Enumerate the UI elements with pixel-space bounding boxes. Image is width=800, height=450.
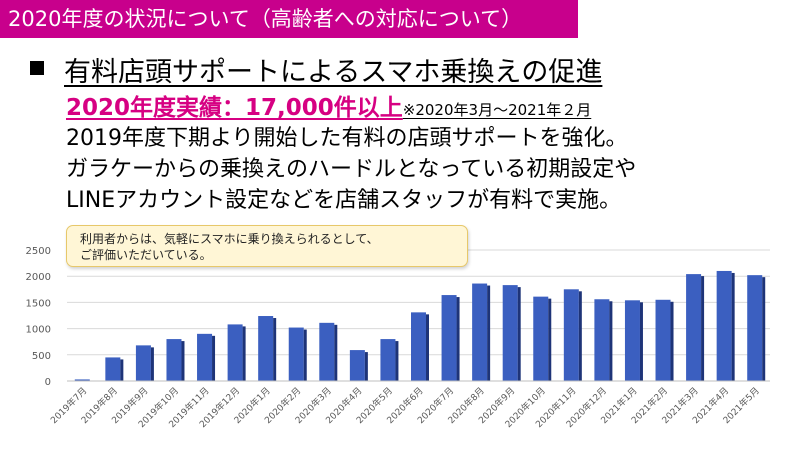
y-tick-label: 1000 <box>26 325 51 336</box>
bar <box>349 350 365 381</box>
bar <box>411 312 426 381</box>
bar <box>686 274 702 381</box>
bar-side <box>334 324 338 381</box>
bar-side <box>639 302 643 381</box>
description-line-3: LINEアカウント設定などを店舗スタッフが有料で実施。 <box>66 188 622 213</box>
bar-side <box>212 335 216 381</box>
bar <box>502 285 518 381</box>
bar <box>472 283 488 381</box>
bar <box>227 324 243 381</box>
y-tick-label: 0 <box>45 377 51 388</box>
bar-side <box>578 291 582 381</box>
y-tick-label: 1500 <box>26 298 51 309</box>
bar <box>594 299 610 381</box>
bar <box>747 275 763 381</box>
results-summary: 2020年度実績：17,000件以上 <box>66 95 403 121</box>
y-tick-label: 2000 <box>26 272 51 283</box>
bar <box>166 339 182 381</box>
bar-side <box>273 318 277 381</box>
bar <box>716 270 732 381</box>
callout-line-2: ご評価いただいている。 <box>80 248 212 262</box>
bar-side <box>456 297 460 381</box>
page-title-bar: 2020年度の状況について（高齢者への対応について） <box>0 0 578 38</box>
bar-side <box>181 341 185 381</box>
bar-side <box>701 276 705 381</box>
bar-side <box>762 277 766 381</box>
bar <box>135 345 151 381</box>
bar-side <box>731 272 735 381</box>
bar <box>380 339 396 381</box>
bar <box>197 333 213 381</box>
monthly-bar-chart: 050010001500200025002019年7月2019年8月2019年9… <box>26 246 770 430</box>
bar <box>441 295 457 381</box>
bar-side <box>548 298 552 381</box>
bar <box>288 327 304 381</box>
bar <box>624 300 640 381</box>
user-feedback-callout: 利用者からは、気軽にスマホに乗り換えられるとして、 ご評価いただいている。 <box>66 225 468 267</box>
heading-row: 有料店頭サポートによるスマホ乗換えの促進 <box>30 50 602 88</box>
callout-line-1: 利用者からは、気軽にスマホに乗り換えられるとして、 <box>80 232 379 246</box>
page-title: 2020年度の状況について（高齢者への対応について） <box>8 7 523 31</box>
description-line-1: 2019年度下期より開始した有料の店頭サポートを強化。 <box>66 126 628 151</box>
bar-side <box>670 301 674 381</box>
square-bullet-icon <box>30 61 44 75</box>
y-tick-label: 500 <box>32 351 51 362</box>
bar <box>74 379 90 381</box>
bar-side <box>364 352 368 381</box>
bar-side <box>303 329 307 381</box>
bar <box>105 357 121 381</box>
bar-side <box>242 326 246 381</box>
bar <box>319 322 335 381</box>
bar-side <box>395 341 399 381</box>
bar-side <box>120 359 124 381</box>
bar <box>563 289 579 381</box>
bar-side <box>426 314 429 381</box>
bar-side <box>487 285 491 381</box>
bar <box>258 316 274 381</box>
bar-side <box>609 301 613 381</box>
results-row: 2020年度実績：17,000件以上※2020年3月～2021年２月 <box>66 88 591 122</box>
y-tick-label: 2500 <box>26 246 51 257</box>
bar-side <box>517 287 521 381</box>
bar <box>655 299 671 381</box>
description-line-2: ガラケーからの乗換えのハードルとなっている初期設定や <box>66 157 637 182</box>
results-period: ※2020年3月～2021年２月 <box>402 101 592 119</box>
section-heading: 有料店頭サポートによるスマホ乗換えの促進 <box>64 57 603 88</box>
bar-side <box>150 347 154 381</box>
bar <box>533 296 549 381</box>
